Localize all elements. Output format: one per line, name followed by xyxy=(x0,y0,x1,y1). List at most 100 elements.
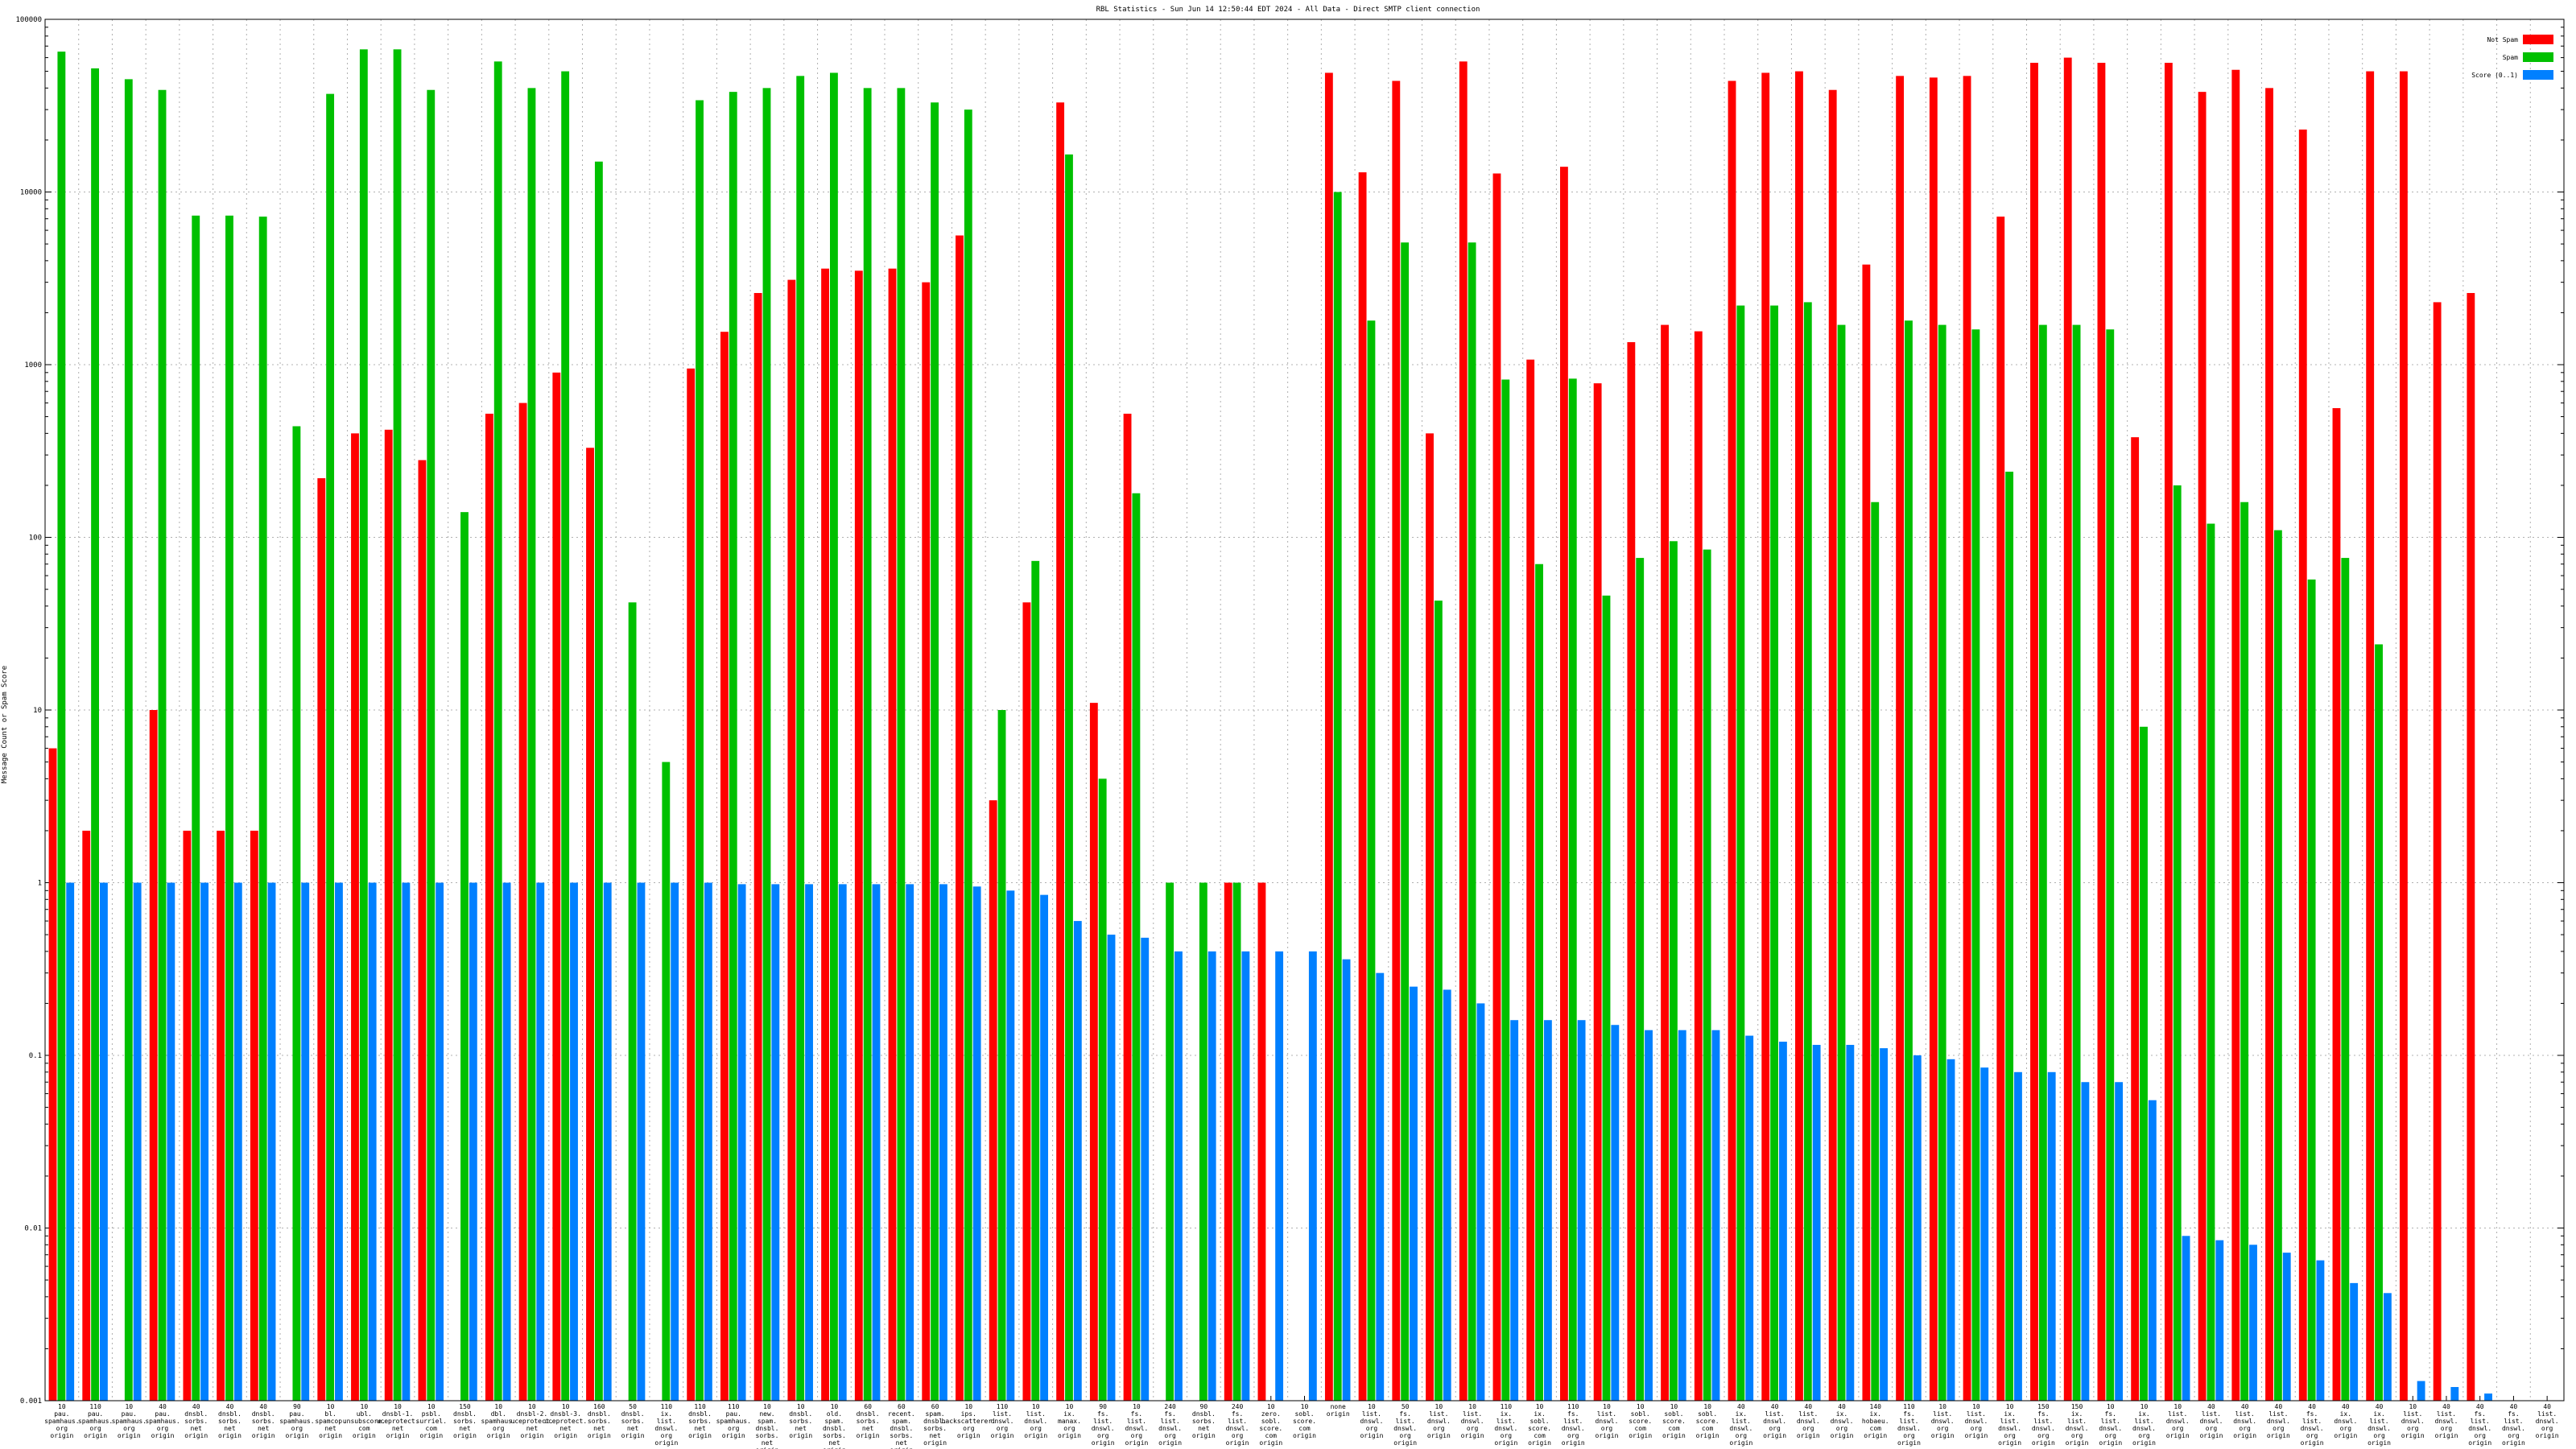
bar-spam xyxy=(2173,485,2182,1402)
bar-score-0-1 xyxy=(502,882,511,1401)
bar-spam xyxy=(192,215,200,1401)
bar-spam xyxy=(1367,320,1376,1401)
y-tick-label: 0.001 xyxy=(20,1397,42,1406)
x-category-label: 10 sobl. score. com origin xyxy=(1293,1403,1316,1439)
x-category-label: 10 list. dnswl. org origin xyxy=(1427,1403,1451,1439)
x-category-label: 140 ix. hobaeu. com origin xyxy=(1862,1403,1889,1439)
bar-spam xyxy=(1837,324,1846,1401)
x-category-label: 10 dbl. spamhaus. org origin xyxy=(481,1403,516,1439)
bar-not-spam xyxy=(1224,882,1232,1401)
x-category-label: 40 dnsbl. sorbs. net origin xyxy=(184,1403,208,1439)
x-category-label: 40 fs. list. dnswl. org origin xyxy=(2468,1403,2491,1447)
x-category-label: 10 ix. manax. org origin xyxy=(1058,1403,1081,1439)
y-tick-label: 1 xyxy=(38,880,42,888)
bar-score-0-1 xyxy=(1040,894,1049,1401)
bar-spam xyxy=(1636,558,1645,1401)
bar-spam xyxy=(2140,726,2148,1401)
bar-score-0-1 xyxy=(100,882,108,1401)
x-category-label: 40 list. dnswl. org origin xyxy=(2267,1403,2290,1439)
bar-not-spam xyxy=(183,830,192,1401)
bar-not-spam xyxy=(922,282,931,1401)
bar-score-0-1 xyxy=(2249,1245,2257,1401)
x-category-label: 60 dnsbl. sorbs. net origin xyxy=(857,1403,880,1439)
bar-not-spam xyxy=(787,279,796,1402)
bar-not-spam xyxy=(82,830,91,1401)
bar-score-0-1 xyxy=(2148,1100,2157,1401)
bar-not-spam xyxy=(149,710,158,1401)
bar-spam xyxy=(292,426,301,1401)
bar-not-spam xyxy=(1492,173,1501,1401)
bar-spam xyxy=(1568,378,1577,1401)
bar-not-spam xyxy=(1896,76,1905,1402)
bar-score-0-1 xyxy=(1611,1025,1620,1401)
x-category-label: 40 list. dnswl. org origin xyxy=(2199,1403,2223,1439)
bar-not-spam xyxy=(1123,413,1132,1402)
x-category-label: 240 fs. list. dnswl. org origin xyxy=(1226,1403,1249,1447)
x-category-label: 10 dnsbl-1. uceprotect. net origin xyxy=(377,1403,419,1439)
bar-score-0-1 xyxy=(536,882,545,1401)
bar-not-spam xyxy=(586,448,594,1401)
bar-spam xyxy=(931,102,939,1401)
bar-spam xyxy=(1098,778,1107,1401)
bar-spam xyxy=(561,71,570,1402)
bar-not-spam xyxy=(48,748,57,1401)
bar-not-spam xyxy=(821,268,829,1401)
bar-score-0-1 xyxy=(1779,1042,1787,1401)
x-category-label: 110 pau. spamhaus. org origin xyxy=(78,1403,113,1439)
y-tick-label: 0.1 xyxy=(29,1052,42,1060)
bar-not-spam xyxy=(317,478,326,1401)
bar-spam xyxy=(594,161,603,1402)
bar-score-0-1 xyxy=(469,882,477,1401)
bar-not-spam xyxy=(1694,331,1703,1401)
bar-score-0-1 xyxy=(1577,1020,1586,1401)
y-tick-label: 100 xyxy=(29,535,42,543)
bar-not-spam xyxy=(384,429,393,1401)
bar-not-spam xyxy=(956,235,964,1401)
bar-score-0-1 xyxy=(771,884,780,1401)
bar-spam xyxy=(2207,523,2215,1401)
x-category-label: 10 zero. sobl. score. com origin xyxy=(1259,1403,1282,1447)
bar-spam xyxy=(1333,192,1342,1401)
chart-title: RBL Statistics - Sun Jun 14 12:50:44 EDT… xyxy=(1096,6,1480,14)
bar-spam xyxy=(91,68,100,1401)
bar-score-0-1 xyxy=(2316,1260,2325,1401)
x-category-label: 10 sobl. score. com origin xyxy=(1696,1403,1719,1439)
bar-not-spam xyxy=(2063,57,2072,1402)
x-category-label: 40 list. dnswl. org origin xyxy=(2435,1403,2458,1439)
bar-score-0-1 xyxy=(972,886,981,1401)
bar-score-0-1 xyxy=(1342,959,1351,1401)
bar-not-spam xyxy=(2467,292,2475,1401)
x-category-label: 40 ix. list. dnswl. org origin xyxy=(1729,1403,1752,1447)
x-category-label: 90 fs. list. dnswl. org origin xyxy=(1092,1403,1115,1447)
bar-not-spam xyxy=(2332,408,2341,1401)
bar-score-0-1 xyxy=(838,884,847,1401)
bar-not-spam xyxy=(1996,217,2005,1402)
bar-not-spam xyxy=(2366,71,2375,1402)
bar-score-0-1 xyxy=(2182,1236,2190,1401)
bar-not-spam xyxy=(854,270,863,1401)
bar-score-0-1 xyxy=(2484,1393,2492,1401)
bar-score-0-1 xyxy=(1946,1059,1955,1401)
x-category-label: 40 ix. dnswl. org origin xyxy=(2334,1403,2357,1439)
bar-spam xyxy=(1703,549,1711,1401)
x-category-label: 50 fs. list. dnswl. org origin xyxy=(1393,1403,1417,1447)
bar-score-0-1 xyxy=(872,884,881,1401)
bar-score-0-1 xyxy=(233,882,242,1401)
x-category-label: 10 dnsbl-3. uceprotect. net origin xyxy=(544,1403,587,1439)
bar-not-spam xyxy=(2298,129,2307,1401)
x-category-label: 50 dnsbl. sorbs. net origin xyxy=(621,1403,645,1439)
x-category-label: 40 fs. list. dnswl. org origin xyxy=(2502,1403,2525,1447)
bar-not-spam xyxy=(1761,72,1770,1402)
x-category-label: 60 spam. dnsbl. sorbs. net origin xyxy=(923,1403,947,1447)
bar-spam xyxy=(1031,560,1040,1401)
bar-score-0-1 xyxy=(1846,1044,1855,1401)
bar-score-0-1 xyxy=(1410,986,1418,1401)
x-category-label: 10 sobl. score. com origin xyxy=(1662,1403,1686,1439)
bar-spam xyxy=(1871,502,1880,1401)
bar-not-spam xyxy=(1593,383,1602,1401)
x-category-label: 150 fs. list. dnswl. org origin xyxy=(2032,1403,2055,1447)
bar-score-0-1 xyxy=(1107,935,1116,1401)
